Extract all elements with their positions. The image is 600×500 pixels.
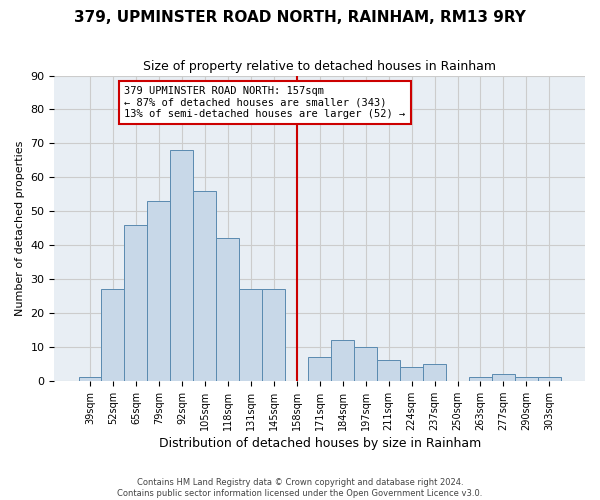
Text: 379, UPMINSTER ROAD NORTH, RAINHAM, RM13 9RY: 379, UPMINSTER ROAD NORTH, RAINHAM, RM13…	[74, 10, 526, 25]
Bar	[101, 289, 124, 381]
Text: 379 UPMINSTER ROAD NORTH: 157sqm
← 87% of detached houses are smaller (343)
13% : 379 UPMINSTER ROAD NORTH: 157sqm ← 87% o…	[124, 86, 406, 119]
Text: Contains HM Land Registry data © Crown copyright and database right 2024.
Contai: Contains HM Land Registry data © Crown c…	[118, 478, 482, 498]
Bar	[377, 360, 400, 381]
Bar	[308, 357, 331, 381]
Bar	[262, 289, 285, 381]
Y-axis label: Number of detached properties: Number of detached properties	[15, 140, 25, 316]
Bar	[492, 374, 515, 381]
Bar	[354, 347, 377, 381]
Bar	[217, 238, 239, 381]
Title: Size of property relative to detached houses in Rainham: Size of property relative to detached ho…	[143, 60, 496, 73]
Bar	[423, 364, 446, 381]
Bar	[170, 150, 193, 381]
Bar	[79, 378, 101, 381]
Bar	[538, 378, 561, 381]
Bar	[239, 289, 262, 381]
Bar	[515, 378, 538, 381]
Bar	[124, 225, 148, 381]
Bar	[193, 191, 217, 381]
Bar	[469, 378, 492, 381]
Bar	[148, 201, 170, 381]
Bar	[400, 368, 423, 381]
Bar	[331, 340, 354, 381]
X-axis label: Distribution of detached houses by size in Rainham: Distribution of detached houses by size …	[158, 437, 481, 450]
